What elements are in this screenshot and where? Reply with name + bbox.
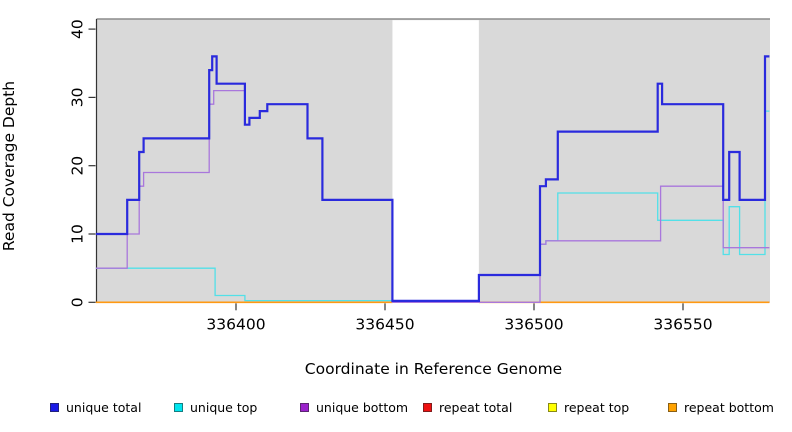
legend-label: unique top: [190, 399, 258, 415]
x-tick-label: 336550: [653, 315, 712, 333]
series-unique_total: [95, 55, 770, 302]
y-tick-label: 20: [69, 156, 87, 176]
x-tick-label: 336400: [206, 315, 265, 333]
legend-item-repeat-total: repeat total: [423, 398, 512, 416]
legend-item-repeat-top: repeat top: [548, 398, 629, 416]
x-tick-label: 336500: [504, 315, 563, 333]
y-tick-label: 0: [69, 297, 87, 307]
legend-swatch-icon: [668, 402, 677, 412]
legend-swatch-icon: [174, 402, 183, 412]
legend-item-unique-bottom: unique bottom: [300, 398, 408, 416]
y-tick-label: 30: [69, 88, 87, 108]
y-axis-title: Read Coverage Depth: [0, 80, 18, 252]
legend-swatch-icon: [423, 402, 432, 412]
legend-swatch-icon: [548, 402, 557, 412]
legend-label: unique total: [66, 399, 142, 415]
legend-item-unique-total: unique total: [50, 398, 141, 416]
y-tick-label: 10: [69, 224, 87, 244]
coverage-gap-region: [392, 20, 479, 303]
x-tick-label: 336450: [355, 315, 414, 333]
legend-label: unique bottom: [316, 399, 409, 415]
legend-label: repeat bottom: [684, 399, 774, 415]
legend-label: repeat top: [564, 399, 630, 415]
legend-item-unique-top: unique top: [174, 398, 257, 416]
legend-label: repeat total: [439, 399, 513, 415]
legend-item-repeat-bottom: repeat bottom: [668, 398, 774, 416]
y-tick-label: 40: [69, 19, 87, 39]
chart-legend: unique total unique top unique bottom repea…: [0, 398, 792, 420]
x-axis-title: Coordinate in Reference Genome: [304, 360, 563, 378]
legend-swatch-icon: [50, 402, 59, 412]
legend-swatch-icon: [300, 402, 309, 412]
